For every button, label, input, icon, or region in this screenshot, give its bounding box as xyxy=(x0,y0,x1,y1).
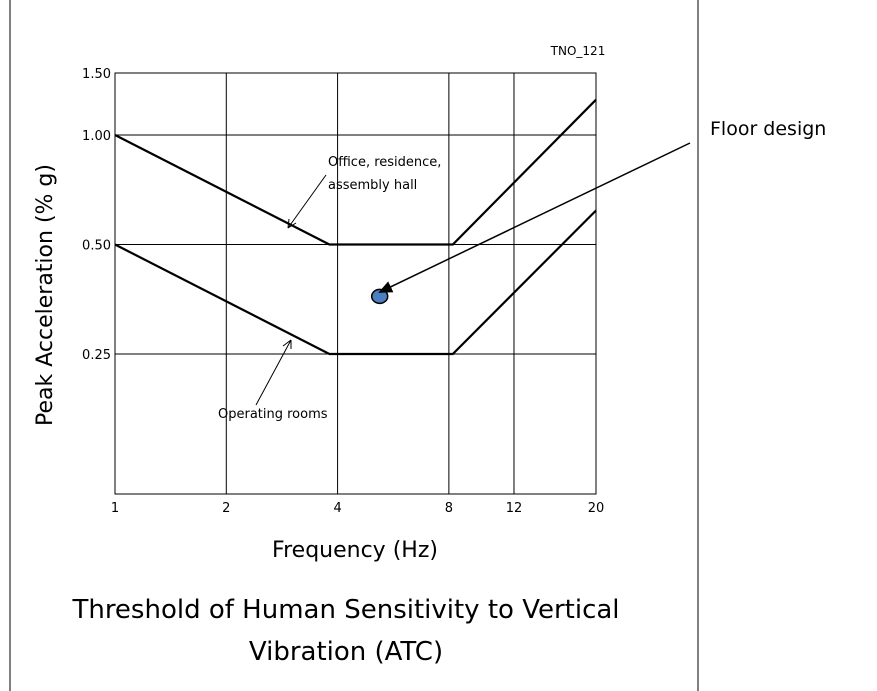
y-tick-labels: 0.25 0.50 1.00 1.50 xyxy=(82,67,111,363)
floor-design-arrow xyxy=(378,142,691,293)
series-label-operating-rooms: Operating rooms xyxy=(218,407,328,422)
x-tick-label: 2 xyxy=(222,501,230,516)
y-tick-label: 1.00 xyxy=(82,129,111,144)
series-line-operating-rooms xyxy=(114,209,597,356)
floor-design-point xyxy=(370,288,389,305)
x-tick-label: 8 xyxy=(445,501,453,516)
y-tick-label: 0.25 xyxy=(82,348,111,363)
plot-frame xyxy=(114,72,597,495)
office-leader-arrowhead xyxy=(287,218,297,229)
office-leader-line xyxy=(287,174,327,229)
y-tick-label: 1.50 xyxy=(82,67,111,82)
figure-id: TNO_121 xyxy=(550,44,606,58)
floor-design-callout-label: Floor design xyxy=(710,118,826,140)
series-label-office-line2: assembly hall xyxy=(328,178,417,193)
y-tick-label: 0.50 xyxy=(82,239,111,254)
grid xyxy=(114,72,597,495)
chart-title-line1: Threshold of Human Sensitivity to Vertic… xyxy=(71,595,619,625)
x-tick-label: 1 xyxy=(111,501,119,516)
operating-leader-line xyxy=(255,339,292,406)
series-line-office xyxy=(114,98,597,246)
x-axis-label: Frequency (Hz) xyxy=(272,538,438,563)
series-label-office-line1: Office, residence, xyxy=(328,155,441,170)
x-tick-label: 4 xyxy=(333,501,341,516)
x-tick-label: 20 xyxy=(588,501,605,516)
y-axis-label: Peak Acceleration (% g) xyxy=(33,164,58,426)
markers xyxy=(370,288,389,305)
series-lines xyxy=(114,98,597,356)
x-tick-labels: 1 2 4 8 12 20 xyxy=(111,501,604,516)
chart-title-line2: Vibration (ATC) xyxy=(249,637,443,667)
operating-leader-arrowhead xyxy=(282,339,292,349)
x-tick-label: 12 xyxy=(506,501,523,516)
